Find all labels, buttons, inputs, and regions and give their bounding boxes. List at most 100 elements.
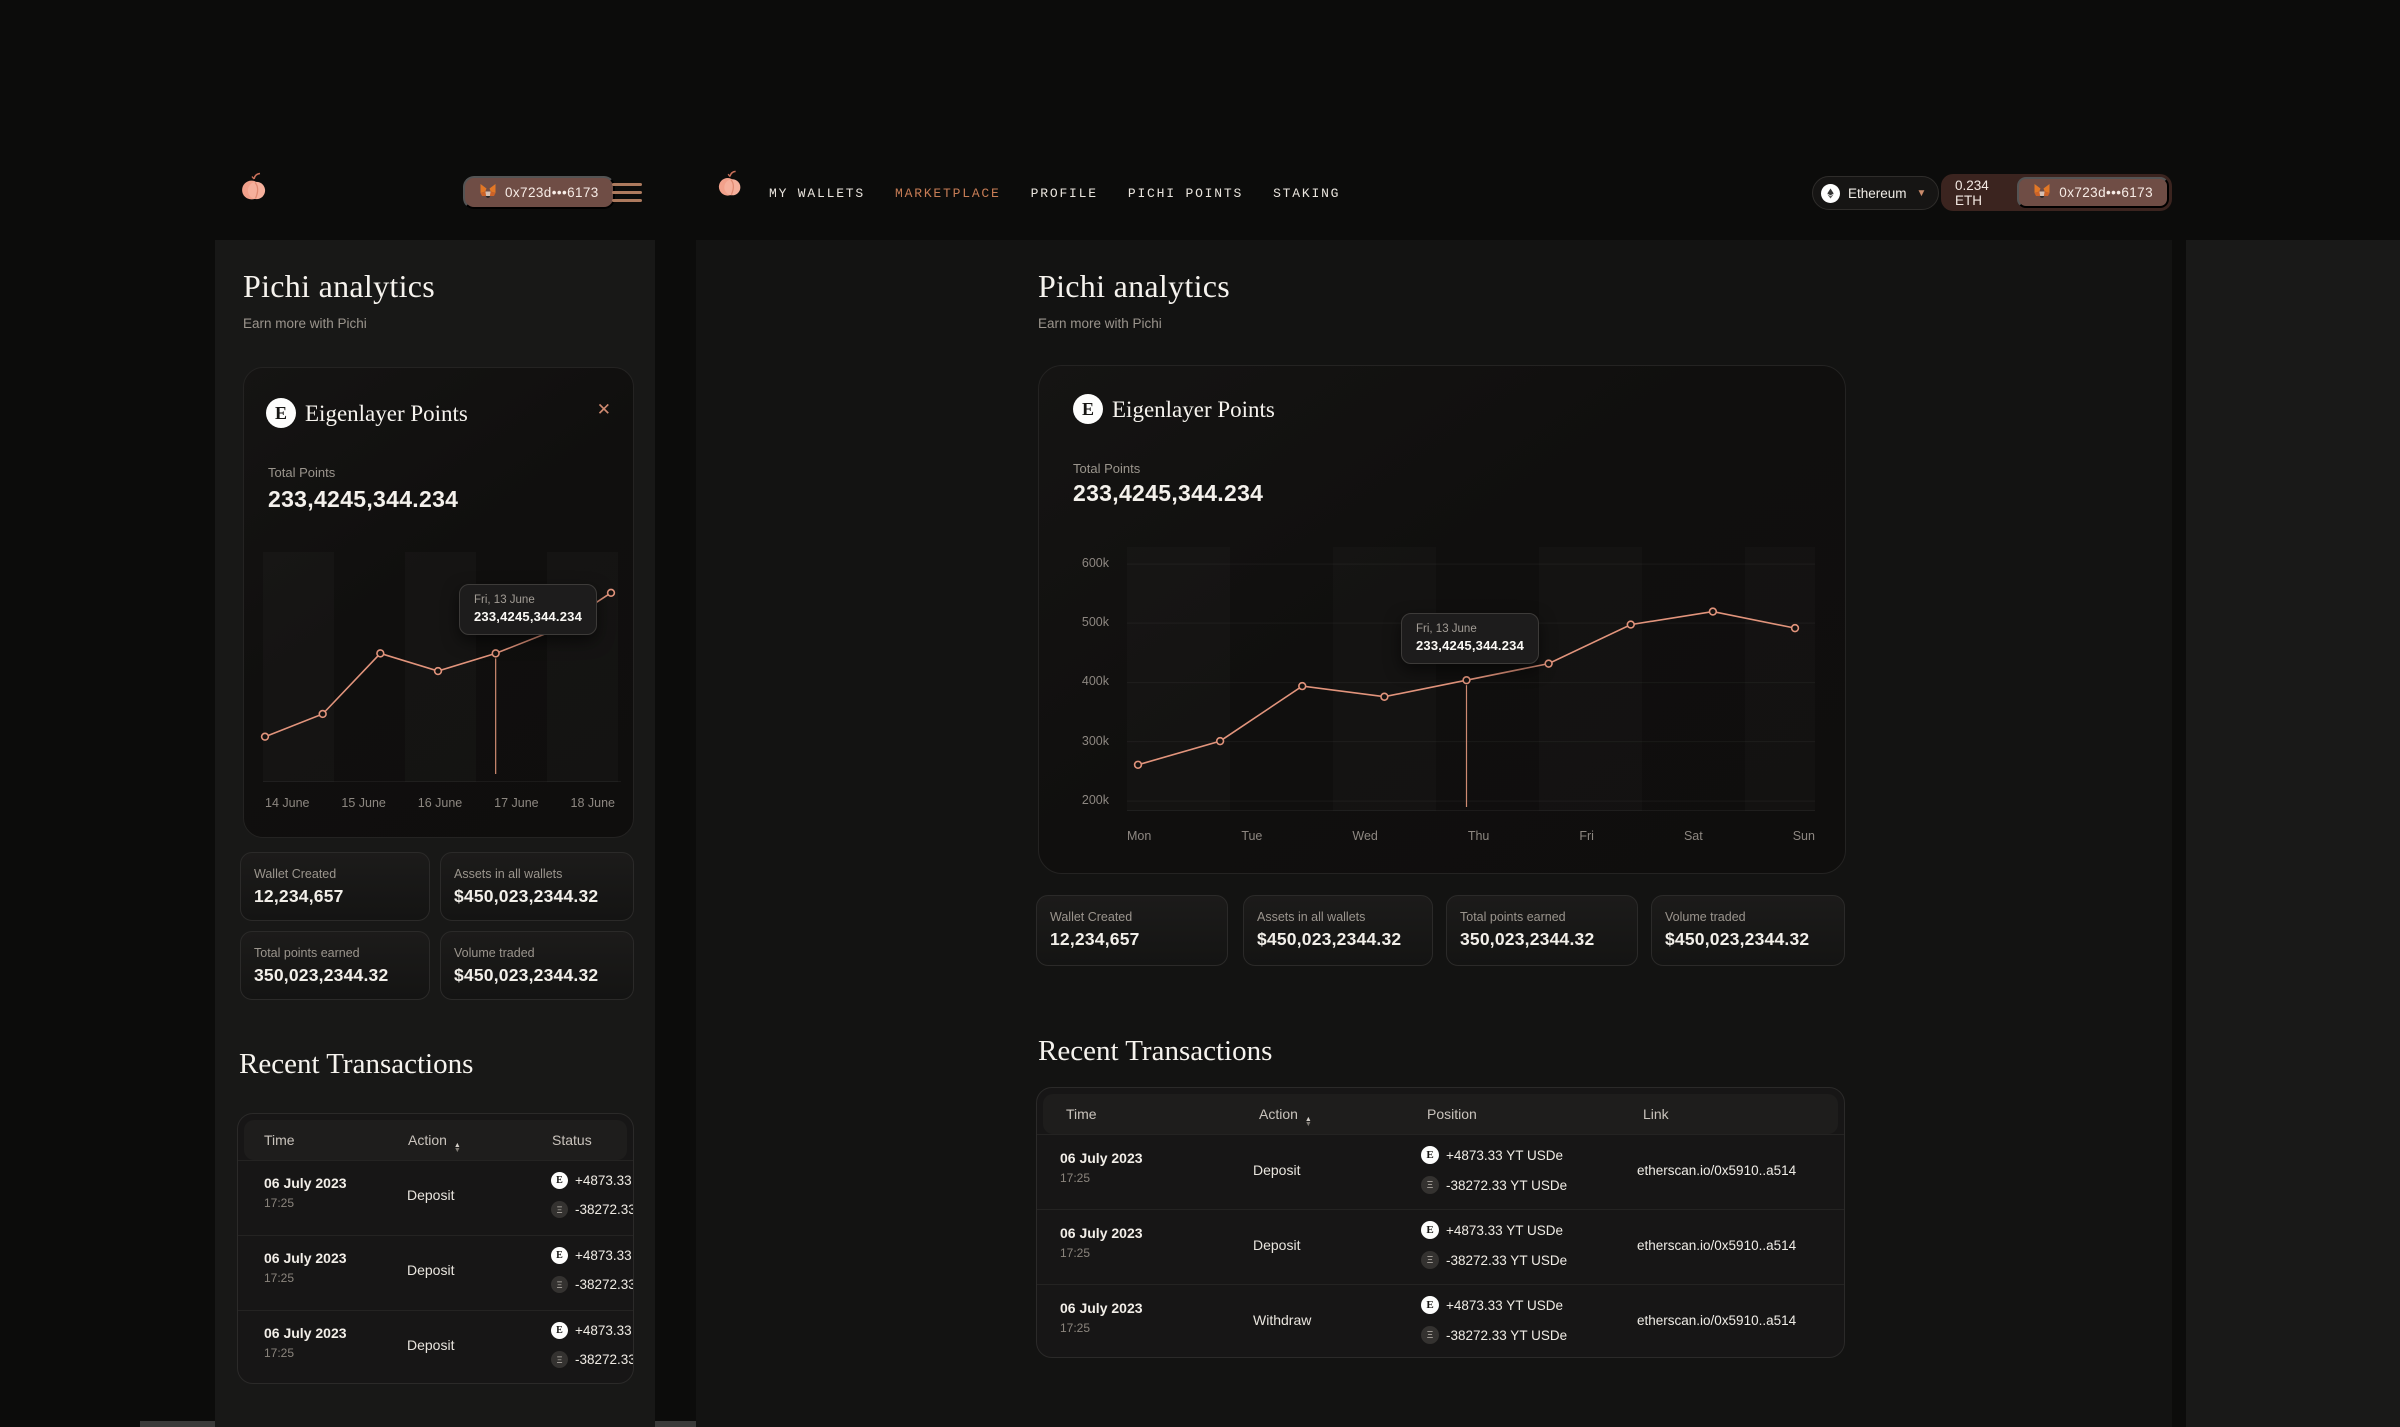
chart-x-axis: Mon Tue Wed Thu Fri Sat Sun [1127, 829, 1815, 843]
tx-time: 17:25 [264, 1271, 295, 1285]
stat-label: Wallet Created [254, 867, 337, 881]
table-row[interactable]: 06 July 2023 17:25 Deposit E +4873.33 Ξ -3… [238, 1160, 633, 1235]
y-tick: 500k [1081, 615, 1109, 629]
x-tick: 16 June [417, 796, 463, 810]
x-tick: 14 June [265, 796, 310, 810]
metamask-icon [479, 183, 497, 203]
eigenlayer-icon: E [551, 1172, 568, 1189]
nav-profile[interactable]: PROFILE [1030, 186, 1098, 201]
tx-date: 06 July 2023 [264, 1325, 347, 1341]
tx-date: 06 July 2023 [1060, 1150, 1143, 1166]
transactions-title: Recent Transactions [239, 1048, 474, 1080]
wallet-address-button[interactable]: 0x723d•••6173 [463, 176, 615, 209]
sort-arrows-icon[interactable]: ▲ ▼ [1304, 1116, 1312, 1128]
y-tick: 400k [1081, 674, 1109, 688]
stat-card-volume: Volume traded $450,023,2344.32 [440, 931, 634, 1000]
mobile-body: Pichi analytics Earn more with Pichi E E… [215, 240, 655, 1427]
page-subtitle: Earn more with Pichi [1038, 316, 1162, 331]
hamburger-menu-icon[interactable] [612, 183, 642, 202]
x-tick: Wed [1352, 829, 1378, 843]
tx-time: 17:25 [1060, 1246, 1091, 1260]
stat-card-points-earned: Total points earned 350,023,2344.32 [1446, 895, 1638, 966]
tx-minus: -38272.33 [575, 1352, 633, 1367]
col-action: Action [408, 1132, 447, 1148]
tx-plus: +4873.33 YT USDe [1446, 1297, 1563, 1313]
tx-date: 06 July 2023 [1060, 1225, 1143, 1241]
peach-logo [716, 169, 744, 204]
eigenlayer-icon: E [1421, 1296, 1439, 1314]
tx-link[interactable]: etherscan.io/0x5910..a514 [1637, 1163, 1797, 1178]
close-icon[interactable]: ✕ [596, 400, 611, 419]
eigenlayer-icon: E [266, 398, 296, 428]
wallet-address: 0x723d•••6173 [505, 185, 599, 200]
tx-plus: +4873.33 YT USDe [1446, 1222, 1563, 1238]
total-points-value: 233,4245,344.234 [268, 486, 459, 512]
stat-card-points-earned: Total points earned 350,023,2344.32 [240, 931, 430, 1000]
transactions-table-mobile: Time Action ▲ ▼ Status 06 July 2023 17:25 … [237, 1113, 634, 1384]
x-tick: Fri [1579, 829, 1594, 843]
tx-action: Deposit [407, 1262, 455, 1278]
tooltip-date: Fri, 13 June [474, 594, 535, 606]
stat-label: Total points earned [1460, 910, 1566, 924]
main-nav: MY WALLETS MARKETPLACE PROFILE PICHI POI… [769, 186, 1340, 201]
stat-label: Wallet Created [1050, 910, 1133, 924]
x-tick: Sat [1683, 829, 1703, 843]
transactions-title: Recent Transactions [1038, 1035, 1273, 1067]
nav-staking[interactable]: STAKING [1273, 186, 1341, 201]
tx-action: Withdraw [1253, 1312, 1312, 1328]
tx-minus: -38272.33 YT USDe [1446, 1327, 1568, 1343]
stat-label: Assets in all wallets [1257, 910, 1366, 924]
chart-tooltip: Fri, 13 June 233,4245,344.234 [1401, 613, 1540, 664]
transactions-table-desktop: Time Action ▲ ▼ Position Link 06 July 2023… [1036, 1087, 1845, 1358]
col-time: Time [264, 1132, 295, 1148]
tx-link[interactable]: etherscan.io/0x5910..a514 [1637, 1313, 1797, 1328]
stat-card-volume: Volume traded $450,023,2344.32 [1651, 895, 1845, 966]
tx-action: Deposit [1253, 1237, 1301, 1253]
page-title: Pichi analytics [1038, 268, 1231, 304]
x-tick: Sun [1792, 829, 1815, 843]
eigenlayer-icon: E [1421, 1146, 1439, 1164]
table-row[interactable]: 06 July 2023 17:25 Withdraw E +4873.33 YT… [1037, 1284, 1844, 1357]
sort-arrows-icon[interactable]: ▲ ▼ [453, 1142, 461, 1154]
eigenlayer-icon: E [551, 1247, 568, 1264]
stat-value: $450,023,2344.32 [1665, 929, 1810, 949]
nav-my-wallets[interactable]: MY WALLETS [769, 186, 866, 201]
ethena-icon: Ξ [1421, 1326, 1439, 1344]
tooltip-value: 233,4245,344.234 [474, 609, 583, 624]
table-row[interactable]: 06 July 2023 17:25 Deposit E +4873.33 YT … [1037, 1209, 1844, 1284]
x-tick: 15 June [341, 796, 386, 810]
ethereum-icon [1821, 183, 1840, 203]
col-position: Position [1427, 1106, 1477, 1122]
y-tick: 200k [1081, 793, 1109, 807]
card-title: Eigenlayer Points [305, 401, 468, 426]
table-row[interactable]: 06 July 2023 17:25 Deposit E +4873.33 YT … [1037, 1134, 1844, 1209]
stat-value: $450,023,2344.32 [454, 965, 599, 985]
x-tick: Thu [1467, 829, 1490, 843]
eigenlayer-points-card: E Eigenlayer Points Total Points 233,424… [1038, 365, 1846, 874]
wallet-address-button[interactable]: 0x723d•••6173 [2017, 177, 2169, 208]
tx-time: 17:25 [1060, 1321, 1091, 1335]
side-frame-partial [2186, 240, 2400, 1427]
nav-pichi-points[interactable]: PICHI POINTS [1127, 186, 1244, 201]
desktop-preview-frame: MY WALLETS MARKETPLACE PROFILE PICHI POI… [696, 155, 2172, 1427]
stat-value: $450,023,2344.32 [454, 886, 599, 906]
card-title: Eigenlayer Points [1112, 397, 1275, 422]
col-action-wrap[interactable]: Action ▲ ▼ [408, 1132, 461, 1154]
table-row[interactable]: 06 July 2023 17:25 Deposit E +4873.33 Ξ -3… [238, 1235, 633, 1310]
tx-link[interactable]: etherscan.io/0x5910..a514 [1637, 1238, 1797, 1253]
tx-minus: -38272.33 YT USDe [1446, 1252, 1568, 1268]
eth-balance: 0.234 ETH [1955, 177, 1989, 208]
ethena-icon: Ξ [551, 1201, 568, 1218]
network-select-button[interactable]: Ethereum ▼ [1812, 176, 1940, 210]
eigenlayer-icon: E [551, 1322, 568, 1339]
total-points-label: Total Points [268, 465, 336, 480]
points-line-chart[interactable] [1127, 547, 1815, 811]
table-row[interactable]: 06 July 2023 17:25 Deposit E +4873.33 Ξ -3… [238, 1310, 633, 1383]
chart-x-axis: 14 June 15 June 16 June 17 June 18 June [265, 796, 615, 810]
tx-action: Deposit [1253, 1162, 1301, 1178]
col-action-wrap[interactable]: Action ▲ ▼ [1259, 1106, 1312, 1128]
y-tick: 300k [1081, 734, 1109, 748]
total-points-value: 233,4245,344.234 [1073, 480, 1264, 506]
nav-marketplace[interactable]: MARKETPLACE [895, 186, 1001, 201]
